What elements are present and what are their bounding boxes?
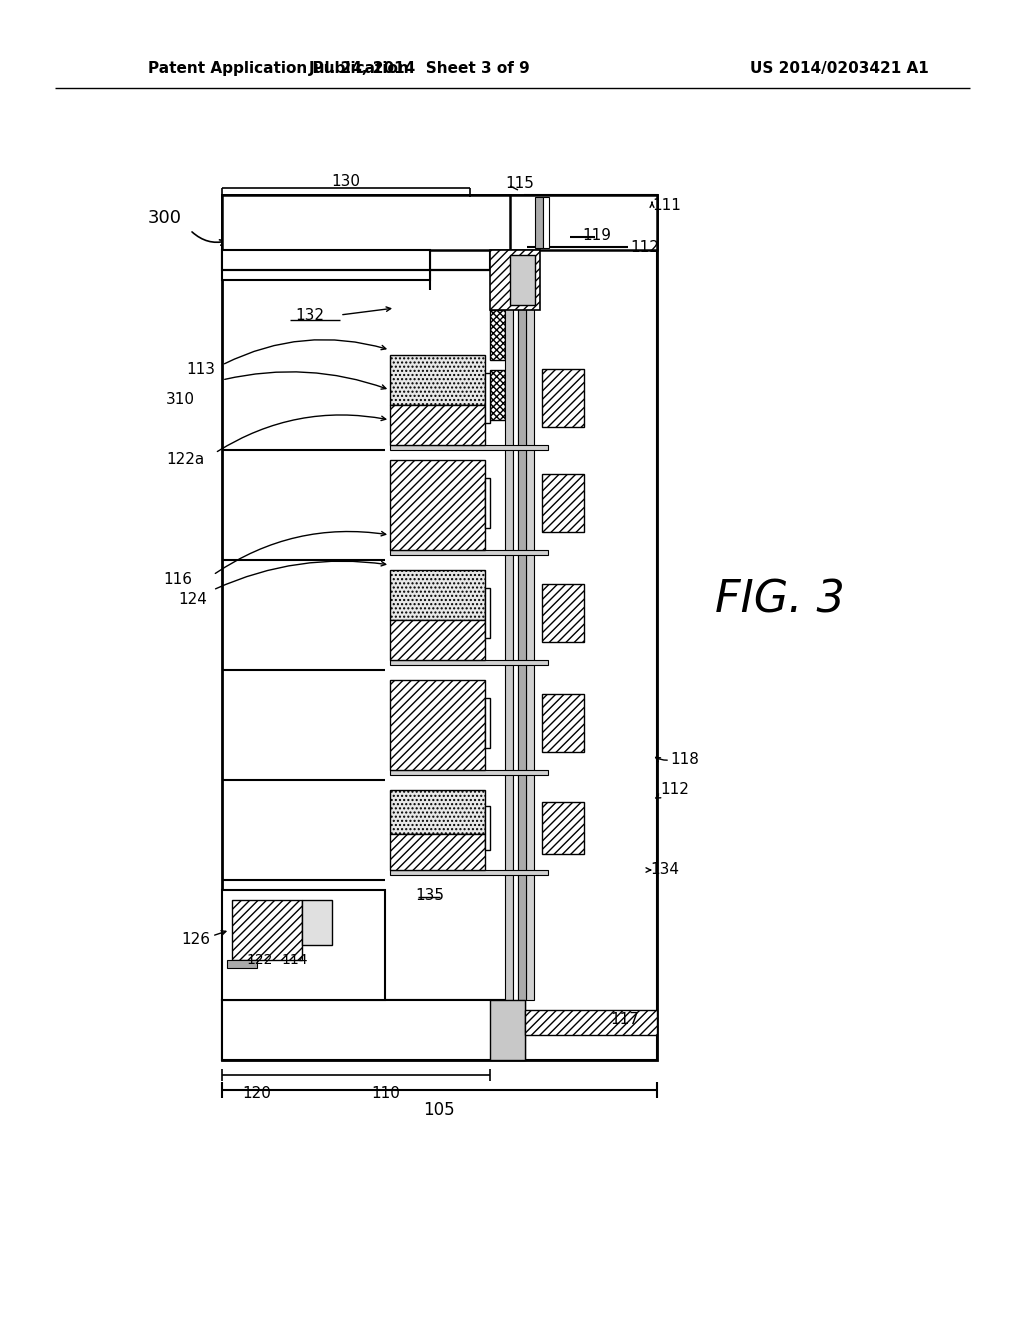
Bar bbox=[222, 195, 510, 249]
Text: 116: 116 bbox=[163, 573, 193, 587]
Bar bbox=[390, 770, 548, 775]
Text: 120: 120 bbox=[243, 1085, 271, 1101]
Bar bbox=[390, 870, 548, 875]
Bar bbox=[390, 619, 485, 660]
Text: US 2014/0203421 A1: US 2014/0203421 A1 bbox=[750, 61, 929, 75]
Bar bbox=[390, 550, 548, 554]
Bar bbox=[542, 368, 584, 426]
Bar bbox=[525, 195, 657, 1060]
Text: 122: 122 bbox=[247, 953, 273, 968]
Bar bbox=[542, 583, 584, 642]
Bar bbox=[222, 195, 657, 1060]
Bar bbox=[485, 478, 490, 528]
Bar bbox=[513, 249, 518, 1001]
Bar bbox=[222, 249, 430, 280]
Bar bbox=[227, 960, 257, 968]
Bar bbox=[490, 370, 505, 420]
Text: 134: 134 bbox=[650, 862, 679, 878]
Bar bbox=[526, 271, 534, 1001]
Bar bbox=[485, 374, 490, 422]
Bar bbox=[490, 1001, 525, 1060]
Bar bbox=[390, 680, 485, 770]
Text: 118: 118 bbox=[670, 752, 698, 767]
Text: 132: 132 bbox=[296, 308, 325, 322]
Bar bbox=[535, 197, 543, 248]
Bar bbox=[222, 890, 385, 1001]
Bar bbox=[485, 807, 490, 850]
Text: 135: 135 bbox=[416, 887, 444, 903]
Bar bbox=[490, 310, 505, 360]
Bar bbox=[485, 698, 490, 747]
Text: 310: 310 bbox=[166, 392, 195, 408]
Bar bbox=[525, 1010, 657, 1035]
Bar bbox=[390, 834, 485, 870]
Text: 117: 117 bbox=[610, 1012, 639, 1027]
Text: 113: 113 bbox=[186, 363, 215, 378]
Bar bbox=[542, 693, 584, 752]
Bar bbox=[222, 1001, 525, 1060]
Text: 126: 126 bbox=[181, 932, 210, 948]
Bar bbox=[222, 1001, 525, 1060]
Text: 112: 112 bbox=[630, 240, 658, 256]
Bar bbox=[390, 404, 485, 445]
Bar bbox=[222, 249, 490, 271]
Text: 114: 114 bbox=[282, 953, 308, 968]
Text: Patent Application Publication: Patent Application Publication bbox=[148, 61, 409, 75]
Bar bbox=[390, 459, 485, 550]
Bar bbox=[390, 660, 548, 665]
Text: 122a: 122a bbox=[167, 453, 205, 467]
Text: 112: 112 bbox=[660, 783, 689, 797]
Text: 111: 111 bbox=[652, 198, 681, 213]
Bar bbox=[510, 255, 535, 305]
Text: 115: 115 bbox=[506, 177, 535, 191]
Bar bbox=[543, 197, 549, 248]
Bar bbox=[390, 570, 485, 619]
Bar bbox=[390, 445, 548, 450]
Text: FIG. 3: FIG. 3 bbox=[715, 578, 845, 622]
Bar bbox=[390, 355, 485, 404]
Text: 124: 124 bbox=[178, 593, 207, 607]
Text: 110: 110 bbox=[372, 1085, 400, 1101]
Bar bbox=[490, 249, 540, 310]
Text: 105: 105 bbox=[423, 1101, 455, 1119]
Bar bbox=[222, 195, 657, 249]
Bar bbox=[542, 474, 584, 532]
Text: 130: 130 bbox=[332, 174, 360, 190]
Text: 300: 300 bbox=[148, 209, 182, 227]
Bar bbox=[302, 900, 332, 945]
Bar bbox=[542, 803, 584, 854]
Bar bbox=[505, 249, 513, 1001]
Text: Jul. 24, 2014  Sheet 3 of 9: Jul. 24, 2014 Sheet 3 of 9 bbox=[309, 61, 530, 75]
Bar bbox=[485, 587, 490, 638]
Bar bbox=[390, 789, 485, 834]
Text: 119: 119 bbox=[583, 227, 611, 243]
Bar bbox=[232, 900, 302, 960]
Bar bbox=[518, 249, 526, 1001]
